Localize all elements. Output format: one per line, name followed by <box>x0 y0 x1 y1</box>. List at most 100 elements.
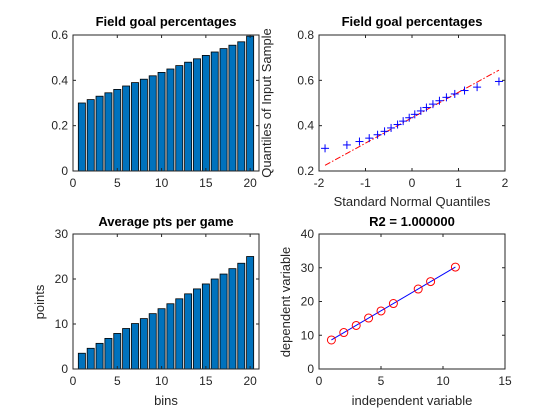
x-tick-label: 5 <box>114 176 121 190</box>
data-point <box>428 100 437 109</box>
data-point <box>422 103 431 112</box>
axes-box <box>72 34 260 172</box>
x-tick-label: 5 <box>378 374 385 388</box>
bar <box>184 293 193 370</box>
bar <box>219 48 228 172</box>
bar <box>166 68 175 172</box>
data-point <box>405 113 414 122</box>
y-tick-label: 0.4 <box>297 119 314 133</box>
data-point <box>413 284 423 294</box>
bar <box>113 89 122 172</box>
axes-box <box>72 233 260 370</box>
x-tick-label: 0 <box>70 374 77 388</box>
panel-regression-fit: R2 = 1.000000 0 5 10 15 0 10 20 30 40 independen… <box>278 214 512 408</box>
bar <box>157 72 166 172</box>
panel-avg-pts-bars: Average pts per game 0 5 10 15 20 0 10 20 30 bin… <box>32 214 260 408</box>
bar <box>193 58 201 172</box>
bar <box>246 35 255 172</box>
axes-box <box>318 233 506 370</box>
bar <box>228 44 237 172</box>
x-tick-label: 1 <box>455 176 462 190</box>
x-tick-label: 2 <box>502 176 509 190</box>
bar <box>122 328 131 370</box>
y-tick-label: 0.6 <box>51 28 68 42</box>
data-point <box>450 262 460 272</box>
bar <box>113 333 122 370</box>
y-axis-label: points <box>32 284 47 319</box>
bar <box>77 102 86 172</box>
x-tick-label: -2 <box>314 176 325 190</box>
y-tick-label: 30 <box>55 227 69 241</box>
bar <box>237 262 246 370</box>
y-tick-label: 20 <box>301 295 315 309</box>
data-point <box>494 77 503 86</box>
data-point <box>351 320 361 330</box>
data-point <box>442 93 451 102</box>
reference-line <box>324 69 500 166</box>
y-axis-label: dependent variable <box>278 247 293 358</box>
x-axis-label: bins <box>154 393 178 408</box>
bar <box>104 92 113 172</box>
y-axis-label: Quantiles of Input Sample <box>259 28 274 178</box>
data-point <box>426 277 436 287</box>
data-point <box>321 144 330 153</box>
bar <box>228 268 237 370</box>
data-point <box>339 328 349 338</box>
bar <box>104 337 113 370</box>
fit-line <box>331 266 456 341</box>
bar <box>166 303 175 370</box>
x-tick-label: 0 <box>409 176 416 190</box>
data-point <box>326 335 336 345</box>
y-tick-label: 0 <box>61 164 68 178</box>
data-point <box>373 130 382 139</box>
bar <box>131 323 139 370</box>
x-axis-label: Standard Normal Quantiles <box>334 194 491 209</box>
y-tick-label: 10 <box>301 328 315 342</box>
chart-title: R2 = 1.000000 <box>369 214 455 229</box>
bar <box>95 95 104 172</box>
bar <box>219 273 228 370</box>
bar <box>148 313 157 370</box>
y-tick-label: 20 <box>55 272 69 286</box>
chart-title: Field goal percentages <box>342 14 483 29</box>
x-tick-label: 0 <box>70 176 77 190</box>
x-tick-label: 5 <box>114 374 121 388</box>
bar <box>77 352 86 370</box>
bar <box>148 75 157 172</box>
chart-title: Average pts per game <box>98 214 233 229</box>
data-point <box>365 134 374 143</box>
bar <box>201 283 210 370</box>
chart-title: Field goal percentages <box>96 14 237 29</box>
bar <box>157 308 166 370</box>
bar <box>201 55 210 172</box>
x-tick-label: 0 <box>316 374 323 388</box>
bar <box>237 41 246 172</box>
data-point <box>342 140 351 149</box>
bar <box>131 82 139 172</box>
x-tick-label: 15 <box>498 374 512 388</box>
bar <box>139 78 148 172</box>
data-point <box>399 117 408 126</box>
y-tick-label: 0.2 <box>297 164 314 178</box>
y-tick-label: 0.2 <box>51 119 68 133</box>
x-tick-label: 10 <box>436 374 450 388</box>
data-point <box>387 123 396 132</box>
data-point <box>460 86 469 95</box>
bar <box>246 256 255 370</box>
bar <box>95 342 104 370</box>
panel-field-goal-qqplot: Field goal percentages -2 -1 0 1 2 0.2 0.4 0.6 0… <box>259 14 509 209</box>
y-tick-label: 0.4 <box>51 73 68 87</box>
bar <box>210 278 219 370</box>
x-tick-label: 20 <box>243 176 257 190</box>
y-tick-label: 10 <box>55 317 69 331</box>
data-point <box>364 313 374 323</box>
bar <box>86 99 95 172</box>
bar <box>210 51 219 172</box>
y-tick-label: 0 <box>61 362 68 376</box>
x-tick-label: 20 <box>243 374 257 388</box>
x-tick-label: 15 <box>199 374 213 388</box>
panel-field-goal-bars: Field goal percentages 0 5 10 15 20 0 0.2 0.4 0.… <box>51 14 260 190</box>
bar <box>184 61 193 172</box>
data-point <box>410 110 419 119</box>
